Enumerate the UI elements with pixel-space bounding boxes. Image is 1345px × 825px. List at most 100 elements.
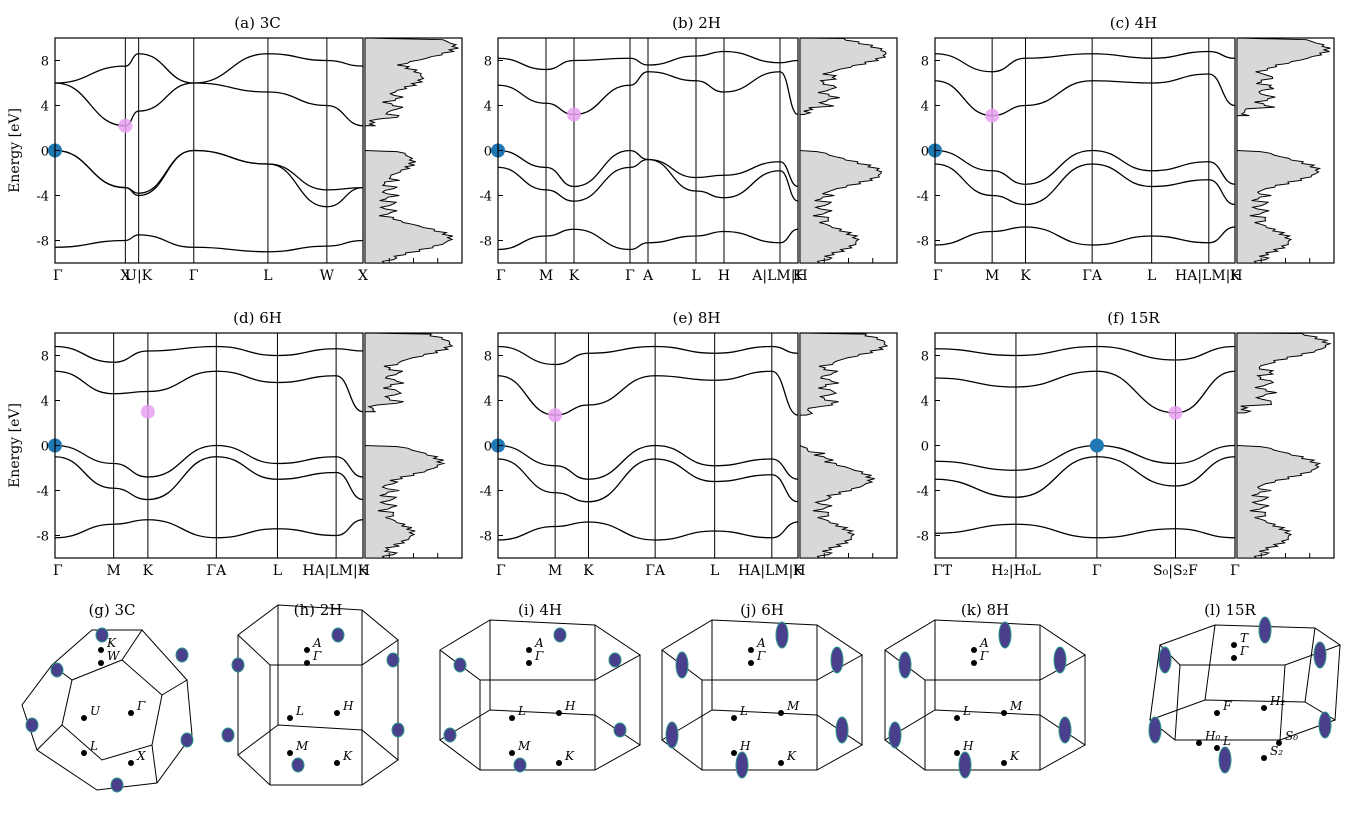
bz-point-dot — [1261, 705, 1267, 711]
bz-point-dot — [526, 647, 532, 653]
kpath-label: H — [718, 268, 730, 284]
kpath-label: A|LM|H — [751, 268, 807, 284]
bz-point-label: K — [342, 749, 353, 763]
y-tick-label: 4 — [41, 100, 49, 115]
cbm-pocket — [291, 757, 305, 773]
bz-point-dot — [556, 760, 562, 766]
kpath-label: Γ — [1092, 563, 1102, 579]
dos-panel — [1236, 332, 1335, 559]
cbm-pocket — [386, 652, 400, 668]
cbm-pocket — [675, 651, 689, 679]
bz-edge — [1334, 644, 1341, 721]
dos-conduction — [1236, 332, 1332, 414]
bz-edge — [1149, 644, 1161, 721]
bz-point-dot — [1001, 760, 1007, 766]
kpath-label: M — [539, 268, 553, 284]
bz-panel-5: (l) 15R TΓ F H₂ L S₂ H₀ S₀ — [1148, 601, 1342, 774]
dos-panel — [364, 37, 463, 264]
panel-title: (a) 3C — [234, 14, 280, 32]
y-tick-label: 0 — [921, 440, 929, 455]
panel-title: (c) 4H — [1110, 14, 1158, 32]
bz-point-dot — [98, 647, 104, 653]
cbm-pocket — [553, 627, 567, 643]
bz-point-label: X — [136, 749, 146, 763]
bz-point-label: A — [756, 636, 766, 650]
bz-point-dot — [731, 715, 737, 721]
cbm-pocket — [1318, 711, 1332, 739]
kpath-label: X — [358, 268, 368, 284]
bz-point-dot — [81, 750, 87, 756]
bz-point-label: K — [564, 749, 575, 763]
dos-panel — [1236, 37, 1335, 264]
kpath-label: Γ — [496, 268, 506, 284]
bz-edge — [1279, 664, 1286, 741]
cbm-pocket — [1218, 746, 1232, 774]
band-line-0 — [55, 149, 363, 197]
bz-edge — [161, 679, 188, 696]
bz-point-label: K — [1009, 749, 1020, 763]
kpath-label: HA|LM|H — [302, 563, 370, 579]
bz-point-dot — [509, 715, 515, 721]
band-line-3 — [935, 73, 1235, 117]
kpath-label: U|K — [125, 268, 153, 284]
kpath-label: Γ — [189, 268, 199, 284]
y-tick-label: -8 — [479, 235, 492, 250]
bz-bottom-face — [661, 709, 863, 771]
bz-point-label: U — [90, 704, 101, 718]
band-line-4 — [935, 50, 1235, 73]
bz-panel-4: (k) 8H AΓ L M H K — [884, 601, 1086, 779]
y-tick-label: 8 — [484, 55, 492, 70]
bz-point-dot — [1214, 710, 1220, 716]
cbm-marker — [118, 118, 133, 133]
y-tick-label: 4 — [921, 395, 929, 410]
bz-edge — [1304, 627, 1316, 703]
y-tick-label: -4 — [479, 485, 492, 500]
plot-area — [498, 38, 798, 263]
cbm-pocket — [665, 721, 679, 749]
bz-point-dot — [778, 710, 784, 716]
bz-panel-3: (j) 6H AΓ L M H K — [661, 601, 863, 779]
kpath-label: K — [569, 268, 580, 284]
bz-bottom-face — [439, 709, 641, 771]
cbm-pocket — [453, 657, 467, 673]
bz-point-dot — [287, 715, 293, 721]
dos-valence — [799, 149, 883, 264]
bz-point-dot — [509, 750, 515, 756]
y-tick-label: -8 — [479, 530, 492, 545]
kpath-label: W — [320, 268, 335, 284]
y-tick-label: 0 — [41, 440, 49, 455]
bz-panel-1: (h) 2H AΓ L H M K — [221, 601, 405, 786]
kpath-label: M — [106, 563, 120, 579]
bz-point-label: H₀ — [1204, 729, 1220, 743]
y-tick-label: 0 — [921, 145, 929, 160]
cbm-pocket — [1158, 646, 1172, 674]
cbm-marker — [1168, 405, 1183, 420]
dos-valence — [364, 444, 446, 559]
cbm-marker — [548, 408, 563, 423]
kpath-label: Γ — [933, 268, 943, 284]
y-tick-label: 8 — [921, 350, 929, 365]
bz-point-label: Γ — [136, 699, 146, 713]
band-line-1 — [498, 158, 798, 202]
bz-point-dot — [731, 750, 737, 756]
kpath-label: K — [358, 563, 369, 579]
bz-point-dot — [304, 660, 310, 666]
cbm-pocket — [1053, 646, 1067, 674]
kpath-label: Γ — [625, 268, 635, 284]
bz-point-dot — [748, 647, 754, 653]
cbm-pocket — [25, 717, 39, 733]
cbm-pocket — [95, 627, 109, 643]
bz-point-dot — [98, 660, 104, 666]
cbm-pocket — [898, 651, 912, 679]
band-line-4 — [55, 345, 363, 363]
bz-bottom-face — [884, 709, 1086, 771]
vbm-marker — [1089, 438, 1104, 453]
plot-area — [498, 333, 798, 558]
cbm-pocket — [1258, 616, 1272, 644]
bz-point-label: Γ — [534, 649, 544, 663]
bz-point-dot — [778, 760, 784, 766]
bz-point-label: H — [739, 739, 751, 753]
bz-point-label: H — [342, 699, 354, 713]
